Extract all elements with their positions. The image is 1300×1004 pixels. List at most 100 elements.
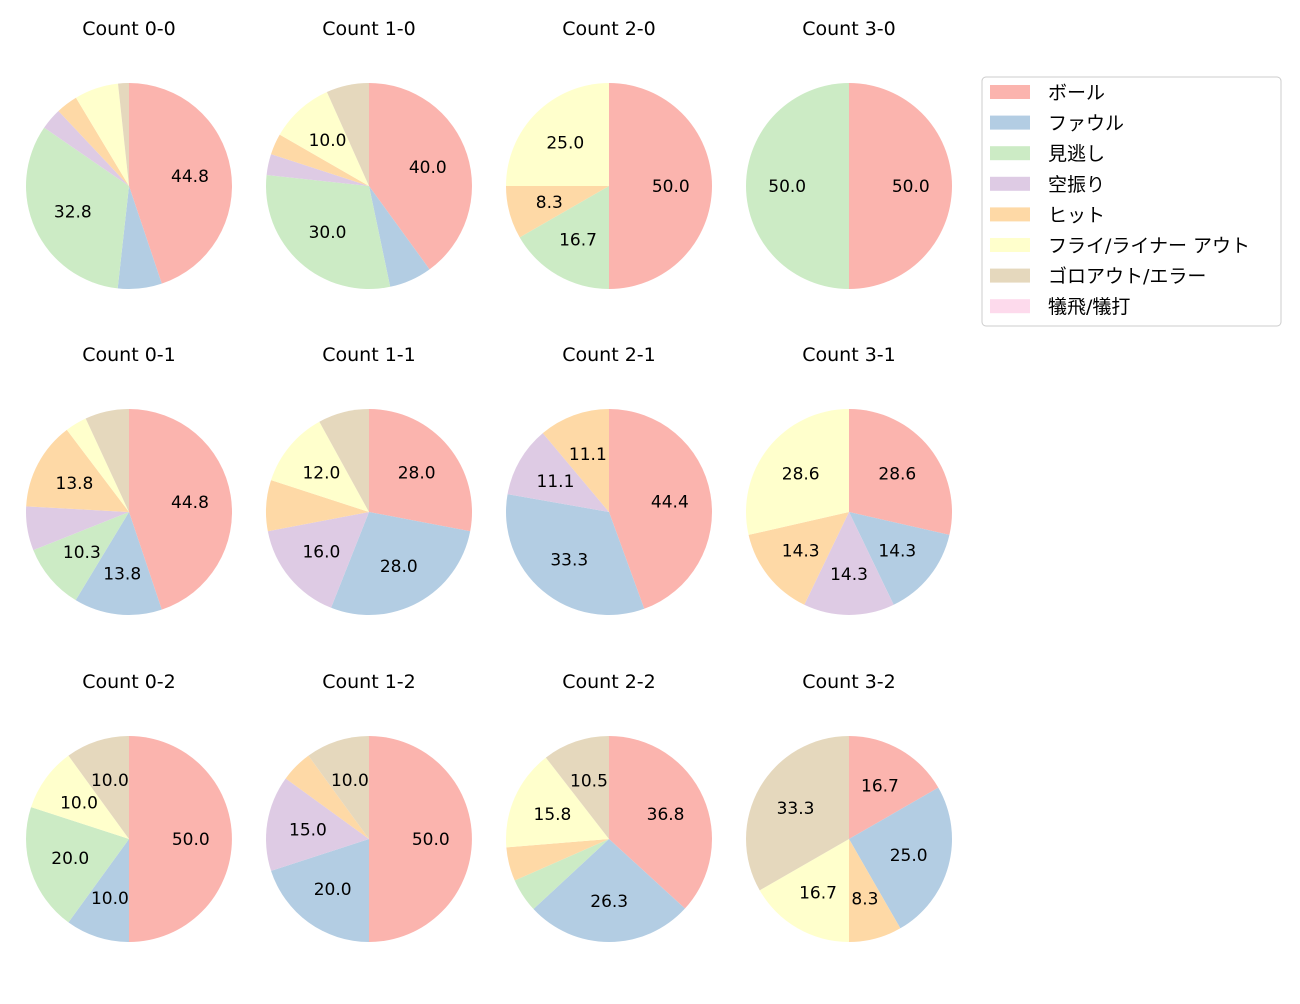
legend-label: フライ/ライナー アウト — [1048, 235, 1250, 257]
slice-label: 44.8 — [171, 493, 209, 513]
pie-slice — [514, 839, 609, 910]
legend-label: 空振り — [1048, 174, 1105, 196]
pie-slice — [745, 409, 849, 535]
slice-label: 28.0 — [398, 464, 436, 484]
pie-slice — [279, 91, 369, 186]
pie-title: Count 3-0 — [802, 18, 896, 40]
legend-label: 犠飛/犠打 — [1048, 296, 1130, 318]
legend-item: 犠飛/犠打 — [990, 296, 1130, 318]
slice-label: 44.4 — [651, 492, 689, 512]
slice-label: 15.0 — [289, 820, 327, 840]
slice-label: 50.0 — [412, 830, 450, 850]
slice-label: 16.7 — [861, 777, 899, 797]
pie-title: Count 3-1 — [802, 344, 896, 366]
slice-label: 20.0 — [51, 849, 89, 869]
pie-title: Count 2-2 — [562, 671, 656, 693]
pie-slice — [118, 83, 129, 186]
pie-slice — [271, 134, 369, 186]
pie-chart: Count 1-1 28.0 28.0 16.0 12.0 — [266, 344, 472, 615]
legend-swatch — [990, 207, 1030, 222]
slice-label: 28.0 — [380, 557, 418, 577]
legend-swatch — [990, 115, 1030, 130]
pie-slice — [849, 83, 952, 289]
legend-swatch — [990, 176, 1030, 191]
pie-slice — [271, 839, 369, 942]
legend-swatch — [990, 299, 1030, 314]
pie-slice — [545, 736, 609, 839]
slice-label: 50.0 — [652, 177, 690, 197]
slice-label: 32.8 — [54, 203, 92, 223]
pie-slice — [68, 736, 129, 839]
pie-chart: Count 0-250.010.020.010.010.0 — [26, 671, 232, 942]
slice-label: 50.0 — [768, 177, 806, 197]
pie-slice — [804, 512, 894, 616]
slice-label: 16.7 — [799, 883, 837, 903]
pie-slice — [26, 807, 130, 923]
pie-slice — [308, 736, 369, 839]
pie-slice — [68, 839, 129, 942]
slice-label: 26.3 — [590, 892, 628, 912]
pie-slice — [129, 409, 232, 610]
legend-swatch — [990, 146, 1030, 161]
pie-slice — [609, 736, 712, 909]
legend-swatch — [990, 268, 1030, 283]
slice-label: 25.0 — [890, 846, 928, 866]
pie-title: Count 2-1 — [562, 344, 656, 366]
pie-slice — [849, 787, 953, 929]
pie-slice — [117, 186, 162, 289]
pie-slice — [609, 409, 712, 609]
pie-chart: Count 3-0 50.0 50.0 — [746, 18, 952, 289]
slice-label: 28.6 — [782, 464, 820, 484]
legend-frame — [981, 76, 1282, 327]
slice-label: 36.8 — [647, 805, 685, 825]
pie-slice — [26, 506, 130, 551]
pie-slice — [266, 175, 391, 289]
slice-label: 16.7 — [559, 230, 597, 250]
legend-label: ヒット — [1048, 204, 1105, 226]
pie-chart: Count 2-0 50.0 16.7 8.3 25.0 — [506, 18, 712, 289]
slice-label: 10.0 — [309, 131, 347, 151]
pie-slice — [542, 409, 609, 512]
slice-label: 8.3 — [536, 193, 563, 213]
pie-slice — [266, 480, 369, 532]
pie-title: Count 0-0 — [82, 18, 176, 40]
slice-label: 10.3 — [63, 543, 101, 563]
pie-slice — [849, 409, 952, 535]
pie-chart: Count 0-0 44.8 32.8 — [25, 18, 233, 289]
pie-slice — [319, 409, 369, 512]
pie-slice — [266, 778, 369, 871]
slice-label: 14.3 — [782, 542, 820, 562]
pie-slice — [75, 512, 162, 615]
slice-label: 50.0 — [172, 830, 210, 850]
pie-slice — [267, 512, 369, 608]
slice-label: 40.0 — [409, 158, 447, 178]
pie-slice — [66, 418, 129, 512]
pie-slice — [506, 186, 609, 238]
slice-label: 28.6 — [878, 464, 916, 484]
pie-title: Count 1-2 — [322, 671, 416, 693]
slice-label: 11.1 — [537, 472, 575, 492]
pie-slice — [326, 83, 369, 186]
slice-label: 8.3 — [851, 890, 878, 910]
legend-swatch — [990, 85, 1030, 99]
pie-chart: Count 0-144.813.810.313.8 — [26, 344, 232, 615]
slice-label: 12.0 — [302, 464, 340, 484]
pie-slice — [746, 83, 849, 289]
pie-slice — [748, 512, 849, 605]
pie-slice — [129, 736, 232, 942]
pie-slice — [759, 839, 849, 943]
pie-slice — [266, 154, 369, 186]
pie-slice — [369, 736, 472, 942]
slice-label: 16.0 — [302, 542, 340, 562]
pie-slice — [271, 421, 369, 512]
legend-item: 見逃し — [990, 143, 1105, 165]
pie-slice — [746, 736, 849, 891]
pie-slice — [506, 83, 609, 186]
slice-label: 10.0 — [91, 771, 129, 791]
slice-label: 10.0 — [60, 794, 98, 814]
slice-label: 15.8 — [534, 805, 572, 825]
pie-slice — [849, 736, 939, 839]
